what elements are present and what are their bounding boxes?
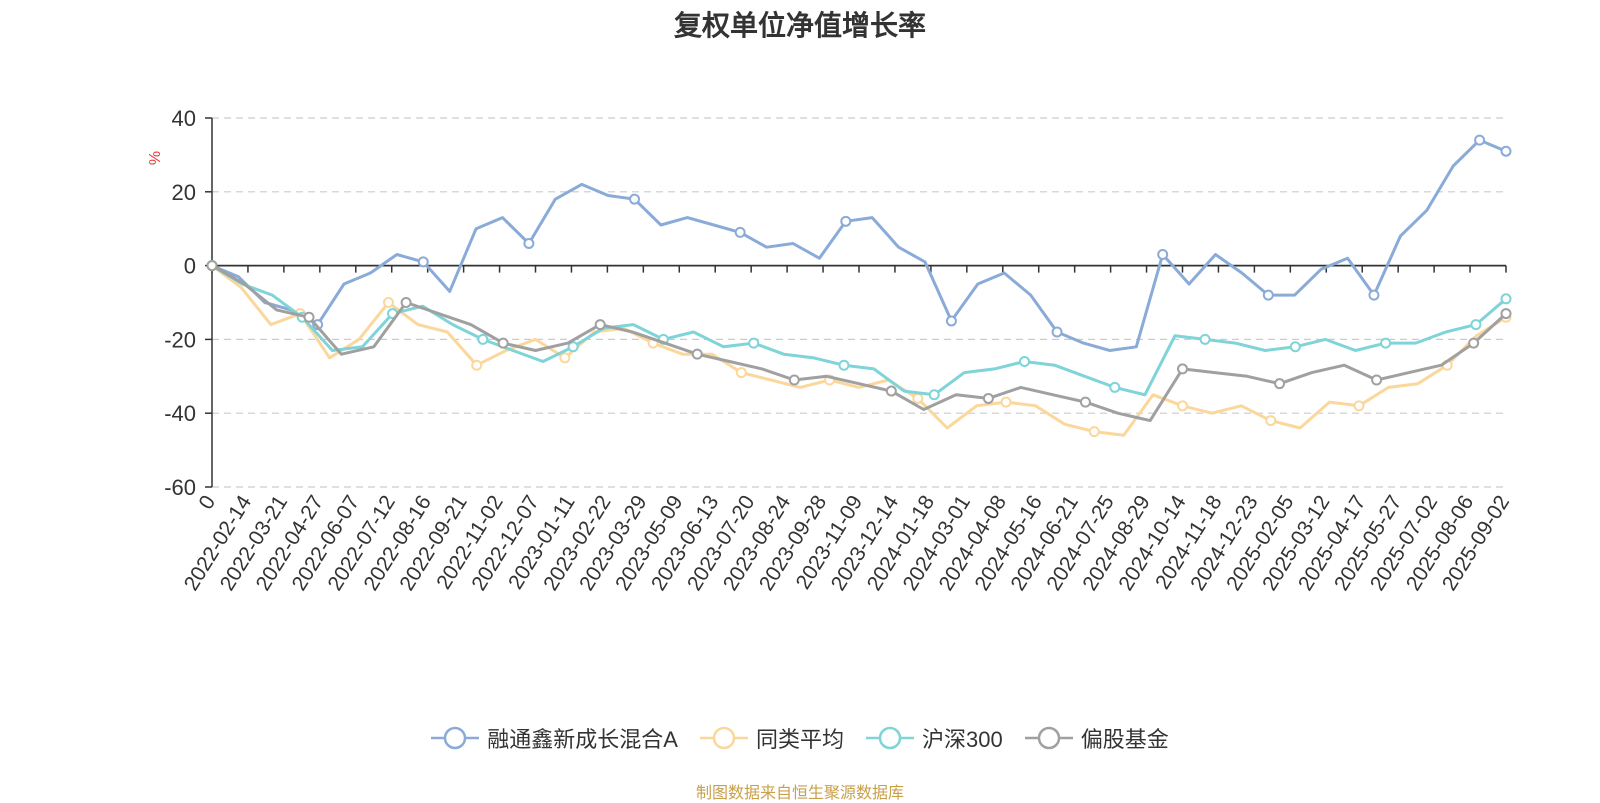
data-point bbox=[840, 215, 852, 227]
data-point bbox=[1088, 426, 1100, 438]
data-point bbox=[1500, 308, 1512, 320]
data-point bbox=[477, 333, 489, 345]
data-point bbox=[1109, 381, 1121, 393]
data-point bbox=[1000, 396, 1012, 408]
data-point bbox=[523, 237, 535, 249]
data-point bbox=[748, 337, 760, 349]
y-tick-label: 0 bbox=[184, 254, 196, 279]
data-point bbox=[471, 359, 483, 371]
legend-label: 偏股基金 bbox=[1080, 727, 1169, 752]
y-tick-label: -40 bbox=[164, 401, 196, 426]
chart-title: 复权单位净值增长率 bbox=[673, 10, 926, 41]
data-point bbox=[1500, 293, 1512, 305]
legend-marker-icon bbox=[431, 726, 480, 750]
data-point bbox=[734, 226, 746, 238]
legend-item[interactable]: 偏股基金 bbox=[1024, 722, 1169, 754]
series-line bbox=[211, 264, 1507, 437]
y-tick-label: 20 bbox=[172, 180, 196, 205]
data-point bbox=[885, 385, 897, 397]
data-point bbox=[1019, 356, 1031, 368]
data-point bbox=[567, 341, 579, 353]
data-point bbox=[982, 392, 994, 404]
data-point bbox=[1468, 337, 1480, 349]
y-tick-label: 40 bbox=[172, 106, 196, 131]
legend-item[interactable]: 融通鑫新成长混合A bbox=[431, 722, 678, 754]
data-point bbox=[1368, 289, 1380, 301]
data-point bbox=[559, 352, 571, 364]
data-point bbox=[1051, 326, 1063, 338]
series-line bbox=[211, 264, 1507, 397]
data-point bbox=[1500, 145, 1512, 157]
data-point bbox=[1474, 134, 1486, 146]
y-tick-label: -60 bbox=[164, 475, 196, 500]
data-point bbox=[594, 319, 606, 331]
data-point bbox=[788, 374, 800, 386]
data-point bbox=[1177, 400, 1188, 412]
data-point bbox=[382, 297, 394, 308]
series-line bbox=[211, 138, 1507, 352]
data-point bbox=[1289, 341, 1301, 353]
legend-item[interactable]: 沪深300 bbox=[865, 722, 1003, 754]
y-axis-unit-label: % bbox=[147, 151, 164, 165]
axes bbox=[205, 117, 1507, 488]
data-point bbox=[1470, 319, 1482, 331]
data-point bbox=[417, 256, 429, 268]
data-point bbox=[735, 367, 747, 379]
data-point bbox=[1079, 396, 1091, 408]
data-point bbox=[912, 392, 924, 404]
y-tick-labels: 40 20 0 -20 -40 -60 bbox=[164, 106, 196, 500]
data-point bbox=[928, 389, 940, 401]
source-note: 制图数据来自恒生聚源数据库 bbox=[695, 785, 904, 802]
data-point bbox=[400, 297, 412, 308]
x-tick-labels: 02022-02-142022-03-212022-04-272022-06-0… bbox=[180, 491, 1514, 595]
data-point bbox=[1157, 249, 1169, 261]
legend-marker-icon bbox=[699, 726, 748, 750]
data-point bbox=[945, 315, 957, 327]
data-point bbox=[838, 359, 850, 371]
legend-label: 沪深300 bbox=[921, 727, 1003, 752]
data-point bbox=[1353, 400, 1365, 412]
data-point bbox=[1380, 337, 1392, 349]
data-point bbox=[303, 311, 315, 323]
data-point bbox=[206, 260, 218, 272]
legend: 融通鑫新成长混合A 同类平均 沪深300 偏股基金 bbox=[0, 722, 1600, 754]
data-point bbox=[1274, 378, 1286, 390]
data-point bbox=[691, 348, 703, 360]
data-point bbox=[629, 193, 641, 205]
series-line bbox=[211, 264, 1508, 423]
data-point bbox=[1199, 333, 1211, 345]
data-point bbox=[1177, 363, 1188, 375]
legend-label: 融通鑫新成长混合A bbox=[487, 727, 678, 752]
data-point bbox=[497, 337, 509, 349]
y-tick-label: -20 bbox=[164, 327, 196, 352]
legend-item[interactable]: 同类平均 bbox=[699, 722, 844, 754]
legend-marker-icon bbox=[1024, 726, 1073, 750]
data-point bbox=[1371, 374, 1383, 386]
legend-label: 同类平均 bbox=[755, 727, 844, 752]
data-point bbox=[1262, 289, 1274, 301]
x-tick-label: 0 bbox=[195, 491, 221, 513]
legend-marker-icon bbox=[865, 726, 914, 750]
series-lines bbox=[206, 134, 1512, 438]
data-point bbox=[1265, 415, 1277, 427]
